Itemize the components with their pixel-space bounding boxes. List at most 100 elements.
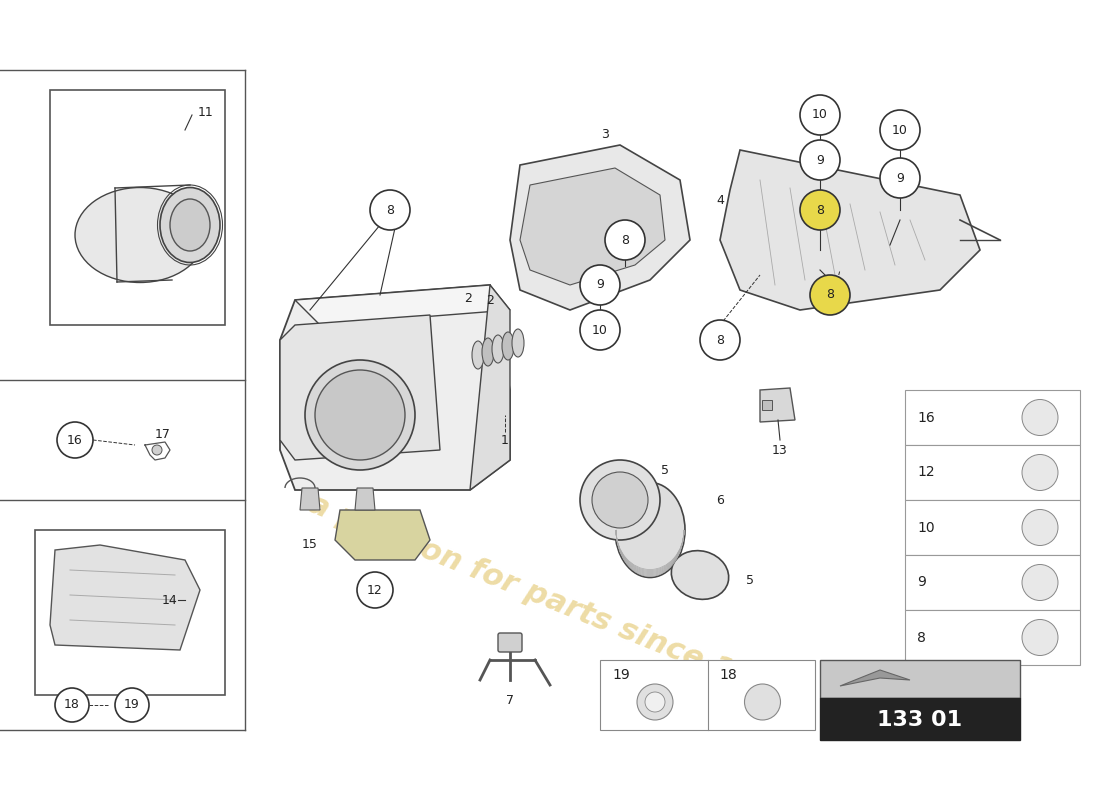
- Text: 3: 3: [601, 129, 609, 142]
- Polygon shape: [720, 150, 980, 310]
- Circle shape: [305, 360, 415, 470]
- Text: 6: 6: [716, 494, 724, 506]
- Circle shape: [810, 275, 850, 315]
- Text: 7: 7: [506, 694, 514, 706]
- Text: 2: 2: [486, 294, 494, 306]
- Text: 8: 8: [826, 289, 834, 302]
- Circle shape: [358, 572, 393, 608]
- FancyBboxPatch shape: [498, 633, 522, 652]
- Bar: [905, 500, 1080, 555]
- Circle shape: [637, 684, 673, 720]
- Text: 18: 18: [719, 668, 737, 682]
- Text: 16: 16: [917, 410, 935, 425]
- Polygon shape: [280, 285, 510, 490]
- Polygon shape: [300, 488, 320, 510]
- Text: 8: 8: [621, 234, 629, 246]
- Bar: [905, 390, 1080, 445]
- Polygon shape: [355, 488, 375, 510]
- Circle shape: [880, 110, 920, 150]
- Text: 18: 18: [64, 698, 80, 711]
- Text: 16: 16: [67, 434, 82, 446]
- Text: 10: 10: [917, 521, 935, 534]
- Text: 10: 10: [592, 323, 608, 337]
- Bar: [762, 400, 772, 410]
- Circle shape: [580, 460, 660, 540]
- Circle shape: [580, 265, 620, 305]
- Circle shape: [1022, 510, 1058, 546]
- Text: 10: 10: [812, 109, 828, 122]
- Circle shape: [152, 445, 162, 455]
- Text: 2: 2: [464, 291, 472, 305]
- Circle shape: [700, 320, 740, 360]
- Circle shape: [580, 310, 620, 350]
- Polygon shape: [280, 315, 440, 460]
- Circle shape: [370, 190, 410, 230]
- Polygon shape: [336, 510, 430, 560]
- Polygon shape: [50, 545, 200, 650]
- Ellipse shape: [671, 550, 728, 599]
- Circle shape: [880, 158, 920, 198]
- Text: 12: 12: [367, 583, 383, 597]
- Ellipse shape: [160, 187, 220, 262]
- Circle shape: [55, 688, 89, 722]
- Circle shape: [800, 95, 840, 135]
- Circle shape: [745, 684, 781, 720]
- Bar: [905, 555, 1080, 610]
- Bar: [35, 530, 226, 695]
- Ellipse shape: [75, 187, 205, 282]
- Ellipse shape: [472, 341, 484, 369]
- Bar: [905, 610, 1080, 665]
- Text: 8: 8: [917, 630, 926, 645]
- Ellipse shape: [512, 329, 524, 357]
- Polygon shape: [840, 670, 910, 686]
- Text: 133 01: 133 01: [878, 710, 962, 730]
- Text: 19: 19: [124, 698, 140, 711]
- Text: 15: 15: [302, 538, 318, 551]
- Bar: [905, 445, 1080, 500]
- Text: 9: 9: [917, 575, 926, 590]
- Text: 5: 5: [746, 574, 754, 586]
- Text: 9: 9: [896, 171, 904, 185]
- Bar: [600, 660, 815, 730]
- Ellipse shape: [492, 335, 504, 363]
- Bar: [50, 90, 225, 325]
- Polygon shape: [520, 168, 666, 285]
- Bar: [820, 660, 1020, 698]
- Polygon shape: [510, 145, 690, 310]
- Bar: [820, 698, 1020, 740]
- Text: 9: 9: [596, 278, 604, 291]
- Circle shape: [315, 370, 405, 460]
- Text: 8: 8: [816, 203, 824, 217]
- Circle shape: [800, 190, 840, 230]
- Text: 10: 10: [892, 123, 907, 137]
- Circle shape: [592, 472, 648, 528]
- Polygon shape: [760, 388, 795, 422]
- Polygon shape: [295, 285, 510, 325]
- Text: 12: 12: [917, 466, 935, 479]
- Text: 14: 14: [162, 594, 178, 606]
- Ellipse shape: [482, 338, 494, 366]
- Polygon shape: [470, 285, 510, 490]
- Text: 5: 5: [661, 463, 669, 477]
- Text: a passion for parts since 1985: a passion for parts since 1985: [304, 490, 796, 710]
- Circle shape: [57, 422, 94, 458]
- Circle shape: [1022, 454, 1058, 490]
- Ellipse shape: [502, 332, 514, 360]
- Text: 19: 19: [612, 668, 629, 682]
- Text: 8: 8: [716, 334, 724, 346]
- Circle shape: [1022, 565, 1058, 601]
- Circle shape: [645, 692, 665, 712]
- Circle shape: [116, 688, 148, 722]
- Text: 1: 1: [502, 434, 509, 446]
- Text: 9: 9: [816, 154, 824, 166]
- Ellipse shape: [615, 482, 685, 578]
- Circle shape: [605, 220, 645, 260]
- Text: 4: 4: [716, 194, 724, 206]
- Circle shape: [1022, 619, 1058, 655]
- Text: 13: 13: [772, 443, 788, 457]
- Circle shape: [1022, 399, 1058, 435]
- Text: 17: 17: [155, 429, 170, 442]
- Text: 11: 11: [198, 106, 213, 118]
- Text: 8: 8: [386, 203, 394, 217]
- Circle shape: [800, 140, 840, 180]
